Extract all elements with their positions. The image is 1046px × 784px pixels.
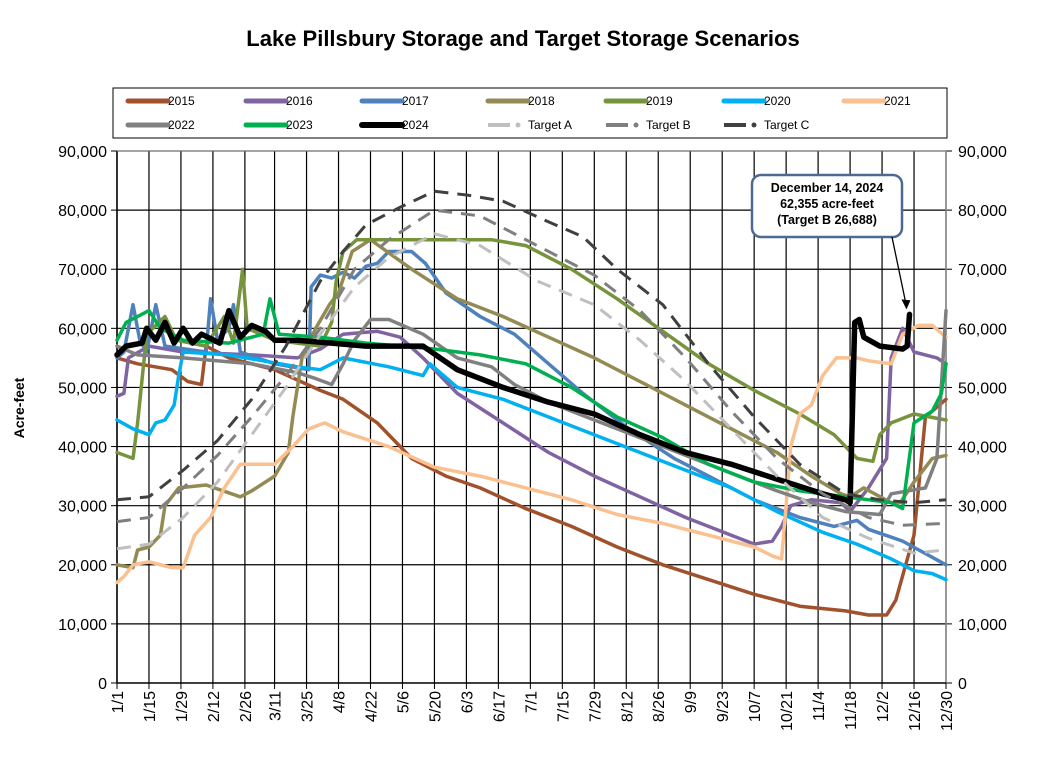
series-line-target-c [116, 189, 947, 505]
x-tick-label: 12/16 [907, 691, 924, 731]
annotation: December 14, 2024 62,355 acre-feet (Target… [750, 173, 911, 310]
x-tick-label: 8/12 [619, 691, 636, 722]
x-tick-label: 12/30 [939, 691, 956, 731]
y-tick-label: 30,000 [58, 499, 107, 516]
series-line-2024 [114, 307, 913, 506]
legend-label: Target B [646, 118, 691, 132]
x-tick-label: 9/9 [683, 691, 700, 713]
y-tick-label: 80,000 [58, 203, 107, 220]
y-tick-label: 60,000 [58, 321, 107, 338]
legend: 2015 2016 2017 2018 2019 2020 2021 2022 2023 2024… [112, 87, 948, 139]
x-tick-label: 8/26 [651, 691, 668, 722]
y2-tick-label: 50,000 [958, 380, 1007, 397]
legend-label: Target C [764, 118, 810, 132]
x-tick-label: 11/4 [811, 691, 828, 721]
legend-marker [751, 122, 757, 128]
x-tick-label: 11/18 [843, 691, 860, 730]
x-tick-label: 7/29 [587, 691, 604, 722]
y2-tick-label: 0 [958, 676, 967, 693]
x-tick-label: 2/26 [238, 691, 255, 722]
series-line-2015 [115, 344, 948, 617]
x-tick-label: 6/17 [491, 691, 508, 722]
x-tick-label: 6/3 [459, 691, 476, 713]
y-tick-label: 0 [98, 676, 107, 693]
legend-label: 2016 [286, 94, 313, 108]
legend-label: 2017 [402, 94, 429, 108]
axes: 0 0 10,000 10,000 20,000 20,000 30,000 30,000 40… [58, 144, 1007, 731]
y2-tick-label: 80,000 [958, 203, 1007, 220]
x-tick-label: 4/22 [363, 691, 380, 722]
annotation-arrowhead [901, 299, 911, 310]
y-tick-label: 90,000 [58, 144, 107, 161]
y-tick-label: 40,000 [58, 440, 107, 457]
y-tick-label: 10,000 [58, 617, 107, 634]
y2-tick-label: 90,000 [958, 144, 1007, 161]
legend-label: 2015 [168, 94, 195, 108]
annotation-text: 62,355 acre-feet [780, 197, 875, 211]
series-lines [114, 189, 948, 617]
x-tick-label: 5/6 [395, 691, 412, 713]
x-tick-label: 2/12 [206, 691, 223, 722]
legend-label: 2021 [884, 94, 911, 108]
series-line-target-b [116, 208, 947, 527]
annotation-text: (Target B 26,688) [777, 213, 877, 227]
series-line-2021 [115, 323, 948, 585]
legend-marker [515, 122, 521, 128]
x-tick-label: 1/1 [110, 691, 127, 713]
x-tick-label: 9/23 [715, 691, 732, 722]
annotation-text: December 14, 2024 [771, 181, 884, 195]
legend-label: Target A [528, 118, 572, 132]
legend-box [112, 87, 948, 139]
legend-label: 2022 [168, 118, 195, 132]
y2-tick-label: 30,000 [958, 499, 1007, 516]
y-tick-label: 70,000 [58, 262, 107, 279]
x-tick-label: 3/25 [300, 691, 317, 722]
series-line-2016 [115, 326, 948, 546]
series-line-target-a [116, 232, 947, 555]
y2-tick-label: 10,000 [958, 617, 1007, 634]
legend-marker [633, 122, 639, 128]
series-line-2020 [115, 350, 948, 582]
x-tick-label: 12/2 [875, 691, 892, 722]
x-tick-label: 10/21 [779, 691, 796, 731]
legend-label: 2019 [646, 94, 673, 108]
y2-tick-label: 20,000 [958, 558, 1007, 575]
legend-label: 2020 [764, 94, 791, 108]
y-tick-label: 50,000 [58, 380, 107, 397]
x-tick-label: 7/1 [523, 691, 540, 713]
x-tick-label: 10/7 [747, 691, 764, 722]
x-tick-label: 1/29 [174, 691, 191, 722]
legend-label: 2018 [528, 94, 555, 108]
x-tick-label: 7/15 [555, 691, 572, 722]
legend-label: 2023 [286, 118, 313, 132]
y2-tick-label: 60,000 [958, 321, 1007, 338]
x-tick-label: 1/15 [142, 691, 159, 722]
chart-title: Lake Pillsbury Storage and Target Storag… [246, 26, 800, 51]
annotation-box [750, 173, 904, 239]
legend-label: 2024 [402, 118, 429, 132]
x-tick-label: 4/8 [332, 691, 349, 713]
x-tick-label: 3/11 [268, 691, 285, 721]
y2-tick-label: 40,000 [958, 440, 1007, 457]
y-tick-label: 20,000 [58, 558, 107, 575]
x-tick-label: 5/20 [427, 691, 444, 722]
y2-tick-label: 70,000 [958, 262, 1007, 279]
annotation-arrow [891, 236, 908, 307]
y-axis-label: Acre-feet [11, 377, 27, 438]
